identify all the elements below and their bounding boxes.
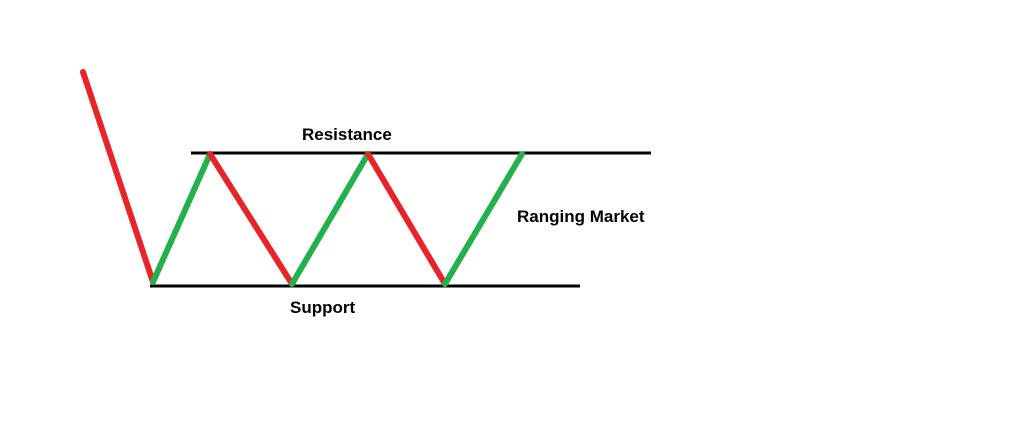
- price-segment-up: [150, 151, 213, 285]
- price-segment-down: [80, 69, 156, 285]
- price-segment-up: [442, 151, 525, 287]
- ranging-market-label: Ranging Market: [517, 207, 645, 226]
- price-path: [80, 69, 525, 287]
- support-label: Support: [290, 298, 356, 317]
- price-segment-down: [207, 151, 295, 287]
- price-segment-up: [289, 151, 371, 287]
- price-segment-down: [365, 151, 448, 287]
- resistance-label: Resistance: [302, 125, 392, 144]
